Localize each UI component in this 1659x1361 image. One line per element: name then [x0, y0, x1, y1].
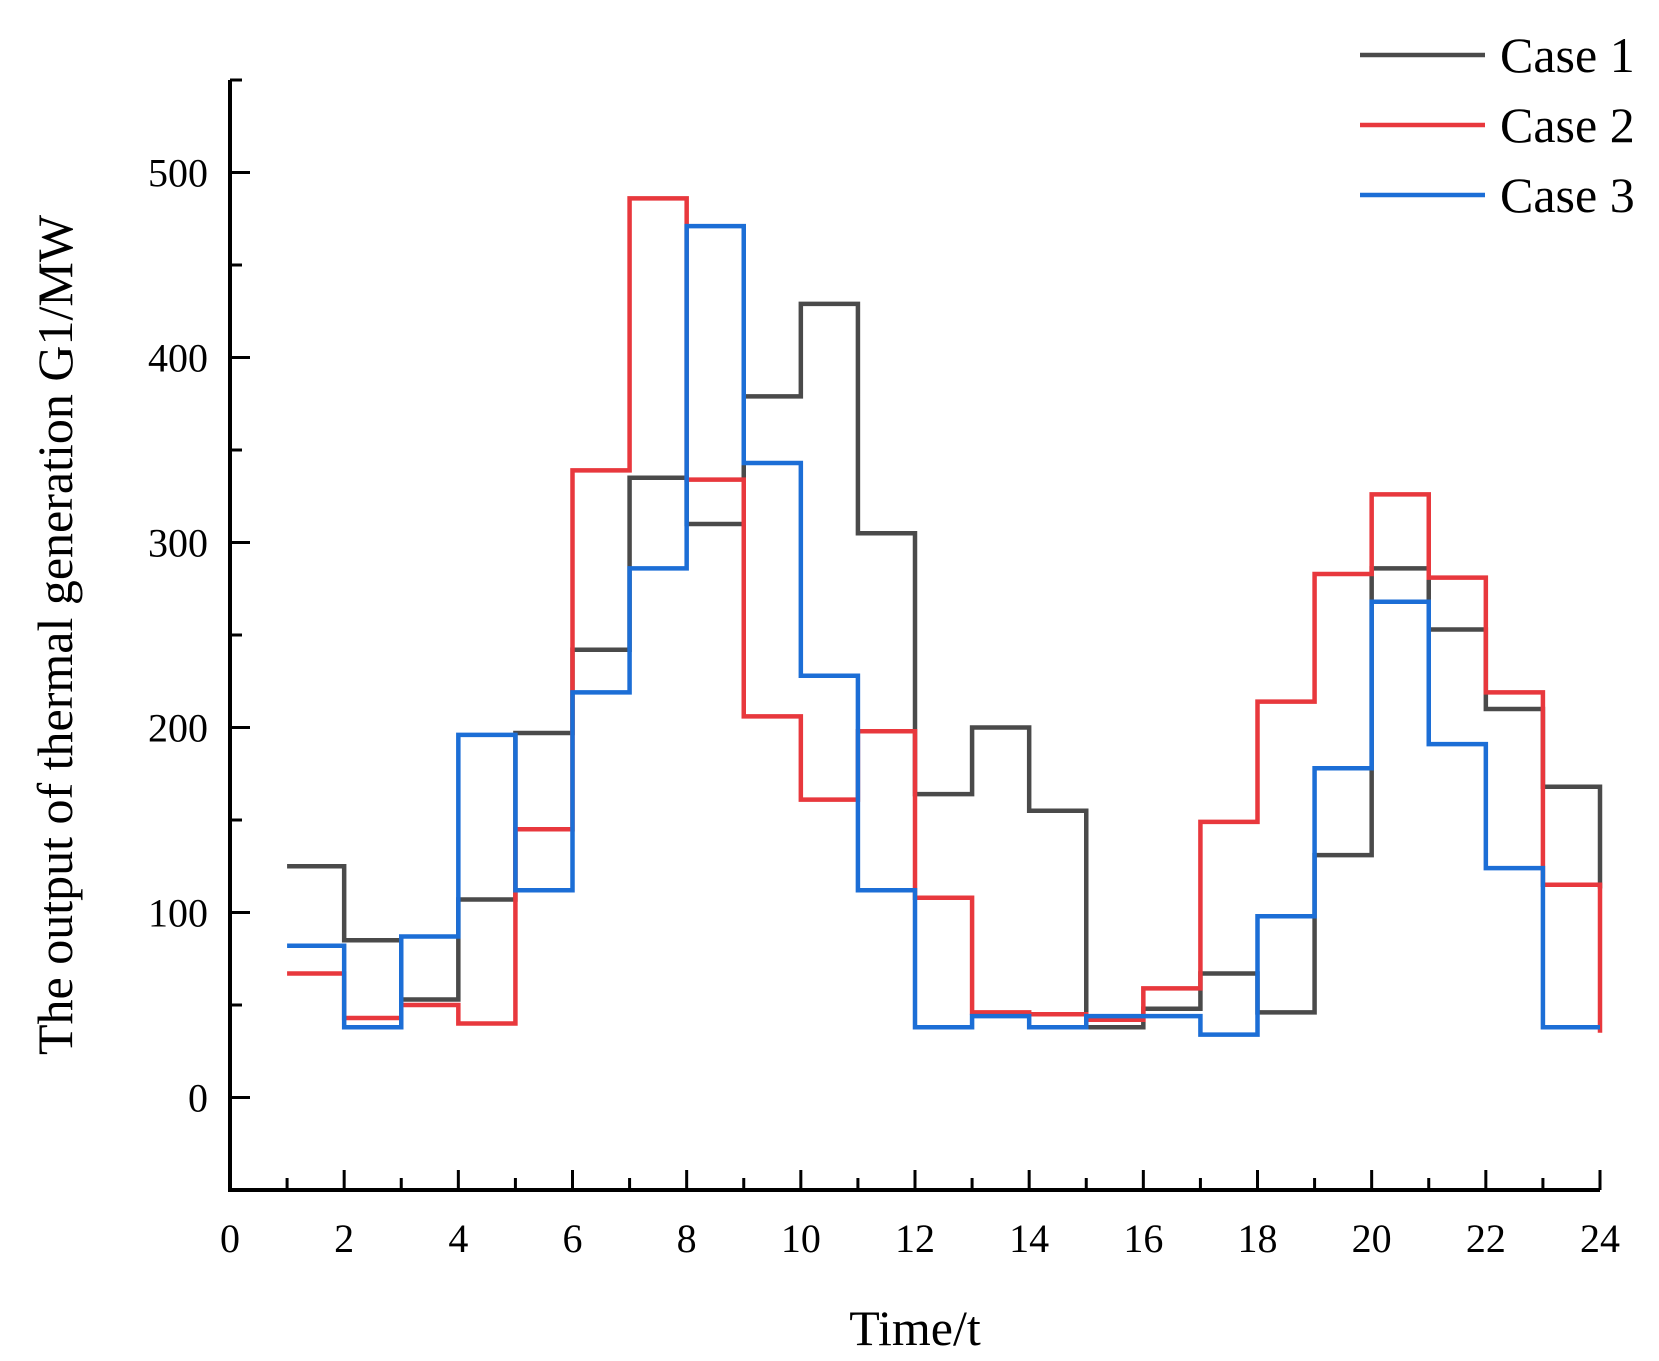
x-tick-label: 22 — [1466, 1216, 1506, 1261]
y-tick-label: 100 — [148, 891, 208, 936]
y-tick-label: 400 — [148, 336, 208, 381]
y-axis-title: The output of thermal generation G1/MW — [27, 214, 83, 1055]
series-line-case-1 — [287, 301, 1603, 1030]
series-layer — [287, 196, 1603, 1037]
x-tick-label: 8 — [677, 1216, 697, 1261]
legend-label-case-3: Case 3 — [1500, 167, 1635, 223]
y-tick-label: 300 — [148, 521, 208, 566]
x-tick-label: 16 — [1123, 1216, 1163, 1261]
x-tick-label: 0 — [220, 1216, 240, 1261]
y-tick-label: 500 — [148, 151, 208, 196]
x-tick-label: 6 — [563, 1216, 583, 1261]
x-tick-label: 10 — [781, 1216, 821, 1261]
series-line-case-2 — [287, 196, 1603, 1033]
x-tick-label: 2 — [334, 1216, 354, 1261]
x-tick-label: 18 — [1238, 1216, 1278, 1261]
legend-label-case-2: Case 2 — [1500, 97, 1635, 153]
legend-label-case-1: Case 1 — [1500, 27, 1635, 83]
x-tick-label: 14 — [1009, 1216, 1049, 1261]
x-tick-label: 20 — [1352, 1216, 1392, 1261]
x-tick-label: 12 — [895, 1216, 935, 1261]
x-tick-label: 24 — [1580, 1216, 1620, 1261]
series-line-case-3 — [287, 223, 1600, 1037]
x-axis-title: Time/t — [849, 1300, 981, 1356]
x-tick-label: 4 — [448, 1216, 468, 1261]
y-tick-label: 0 — [188, 1076, 208, 1121]
y-tick-label: 200 — [148, 706, 208, 751]
legend: Case 1 Case 2 Case 3 — [1360, 27, 1635, 223]
